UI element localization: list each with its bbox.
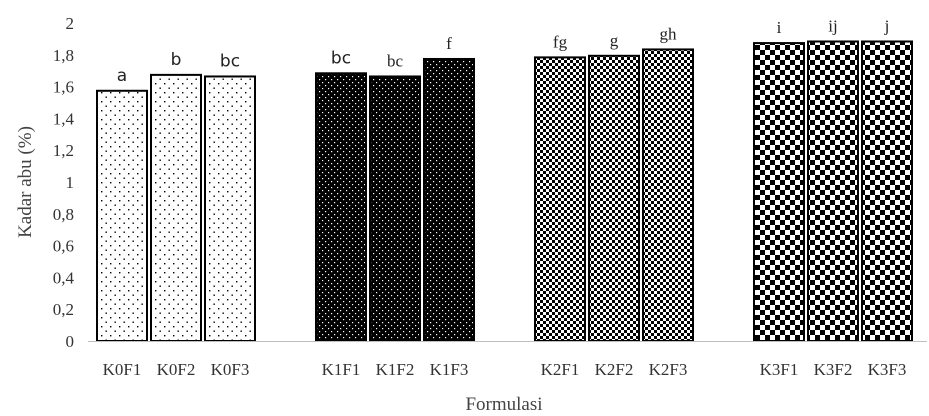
bar: [204, 75, 256, 342]
x-tick-label: K0F2: [157, 360, 196, 379]
bar: [369, 75, 421, 342]
bar: [423, 57, 475, 342]
bar-significance-label: bc: [331, 48, 351, 68]
bar: [807, 40, 859, 343]
x-tick-label: K1F3: [430, 360, 469, 379]
x-axis-ticks: K0F1 K0F2 K0F3 K1F1 K1F2 K1F3 K2F1 K2F2 K2F3 K3F1…: [103, 360, 907, 379]
bar: [96, 89, 148, 342]
y-tick-label: 0: [66, 332, 75, 351]
y-tick-label: 1,4: [53, 109, 75, 128]
y-tick-label: 0,6: [53, 237, 74, 256]
bar-significance-label: a: [117, 66, 127, 86]
bar: [150, 73, 202, 342]
x-tick-label: K2F3: [649, 360, 688, 379]
y-tick-label: 1,6: [53, 78, 74, 97]
x-tick-label: K0F1: [103, 360, 142, 379]
bar-significance-label: b: [171, 50, 182, 70]
y-tick-label: 1,8: [53, 46, 74, 65]
x-tick-label: K2F1: [541, 360, 580, 379]
bar-significance-label: fg: [553, 32, 568, 51]
x-tick-label: K0F3: [211, 360, 250, 379]
y-tick-label: 1: [66, 173, 75, 192]
bar-significance-label: j: [884, 16, 890, 35]
y-tick-label: 0,8: [53, 205, 74, 224]
x-tick-label: K3F3: [868, 360, 907, 379]
x-tick-label: K3F2: [814, 360, 853, 379]
x-tick-label: K3F1: [760, 360, 799, 379]
bar-significance-label: gh: [660, 24, 678, 43]
bar: [315, 72, 367, 342]
bar-significance-label: bc: [220, 51, 240, 71]
x-tick-label: K1F2: [376, 360, 415, 379]
y-axis-ticks: 0 0,2 0,4 0,6 0,8 1 1,2 1,4 1,6 1,8 2: [53, 14, 75, 351]
bar-labels: a b bc bc bc f fg g gh i ij j: [117, 16, 890, 85]
bar: [642, 48, 694, 342]
y-tick-label: 1,2: [53, 141, 74, 160]
y-tick-label: 0,4: [53, 268, 75, 287]
x-tick-label: K2F2: [595, 360, 634, 379]
bar: [753, 42, 805, 343]
bar-significance-label: ij: [828, 16, 837, 35]
y-tick-label: 0,2: [53, 300, 74, 319]
bar-series: [96, 40, 913, 343]
bar-significance-label: f: [446, 34, 452, 53]
x-axis-title: Formulasi: [465, 394, 542, 415]
bar: [588, 54, 640, 343]
bar: [534, 56, 586, 342]
y-tick-label: 2: [66, 14, 75, 33]
y-axis-title: Kadar abu (%): [15, 126, 36, 238]
bar-significance-label: i: [777, 18, 782, 37]
bar: [861, 40, 913, 343]
bar-significance-label: bc: [387, 51, 404, 70]
x-tick-label: K1F1: [322, 360, 361, 379]
bar-significance-label: g: [610, 31, 619, 50]
